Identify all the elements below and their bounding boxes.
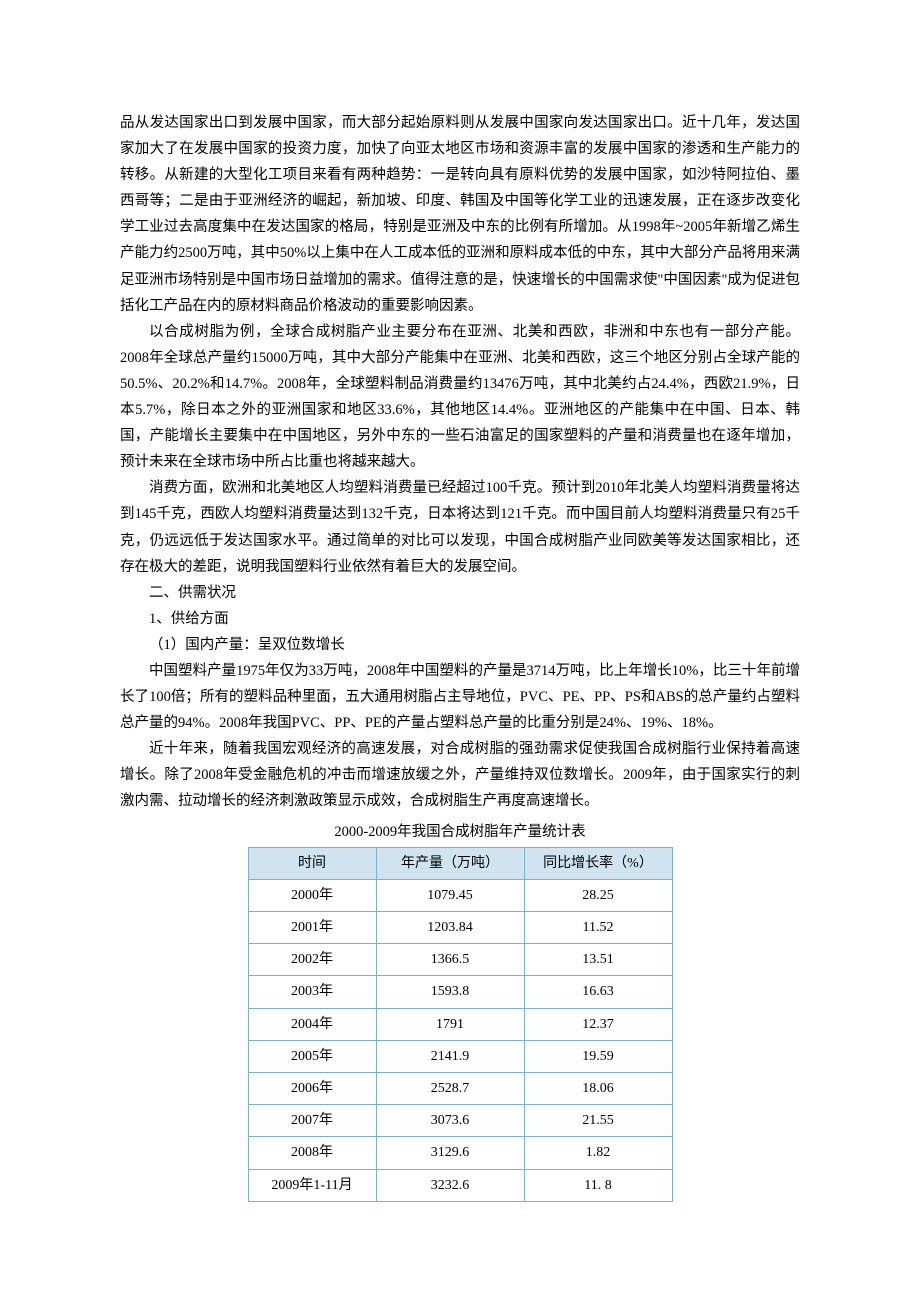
table-cell: 12.37	[524, 1008, 672, 1040]
table-row: 2004年179112.37	[248, 1008, 672, 1040]
table-header-cell: 时间	[248, 847, 376, 879]
table-cell: 1203.84	[376, 912, 524, 944]
table-cell: 3073.6	[376, 1105, 524, 1137]
table-cell: 2002年	[248, 944, 376, 976]
body-paragraph: 近十年来，随着我国宏观经济的高速发展，对合成树脂的强劲需求促使我国合成树脂行业保…	[120, 736, 800, 814]
table-cell: 19.59	[524, 1040, 672, 1072]
table-cell: 2008年	[248, 1137, 376, 1169]
table-row: 2002年1366.513.51	[248, 944, 672, 976]
table-cell: 18.06	[524, 1072, 672, 1104]
table-row: 2005年2141.919.59	[248, 1040, 672, 1072]
table-cell: 2003年	[248, 976, 376, 1008]
body-paragraph: 品从发达国家出口到发展中国家，而大部分起始原料则从发展中国家向发达国家出口。近十…	[120, 110, 800, 319]
table-cell: 2004年	[248, 1008, 376, 1040]
table-cell: 28.25	[524, 879, 672, 911]
table-cell: 1.82	[524, 1137, 672, 1169]
section-heading-3: 1、供给方面	[120, 606, 800, 632]
body-paragraph: 消费方面，欧洲和北美地区人均塑料消费量已经超过100千克。预计到2010年北美人…	[120, 475, 800, 579]
table-cell: 2007年	[248, 1105, 376, 1137]
table-cell: 3129.6	[376, 1137, 524, 1169]
document-page: 品从发达国家出口到发展中国家，而大部分起始原料则从发展中国家向发达国家出口。近十…	[0, 0, 920, 1302]
table-cell: 2000年	[248, 879, 376, 911]
table-row: 2009年1-11月3232.611. 8	[248, 1169, 672, 1201]
table-cell: 1791	[376, 1008, 524, 1040]
table-cell: 1593.8	[376, 976, 524, 1008]
body-paragraph: 中国塑料产量1975年仅为33万吨，2008年中国塑料的产量是3714万吨，比上…	[120, 658, 800, 736]
table-cell: 1079.45	[376, 879, 524, 911]
table-header-cell: 年产量（万吨）	[376, 847, 524, 879]
table-title: 2000-2009年我国合成树脂年产量统计表	[120, 819, 800, 845]
table-cell: 16.63	[524, 976, 672, 1008]
body-paragraph: 以合成树脂为例，全球合成树脂产业主要分布在亚洲、北美和西欧，非洲和中东也有一部分…	[120, 319, 800, 476]
table-cell: 13.51	[524, 944, 672, 976]
section-heading-4: （1）国内产量：呈双位数增长	[120, 632, 800, 658]
table-header-cell: 同比增长率（%）	[524, 847, 672, 879]
section-heading-2: 二、供需状况	[120, 580, 800, 606]
table-cell: 2005年	[248, 1040, 376, 1072]
table-row: 2006年2528.718.06	[248, 1072, 672, 1104]
table-cell: 2141.9	[376, 1040, 524, 1072]
table-header-row: 时间 年产量（万吨） 同比增长率（%）	[248, 847, 672, 879]
table-cell: 11.52	[524, 912, 672, 944]
table-row: 2000年1079.4528.25	[248, 879, 672, 911]
table-row: 2003年1593.816.63	[248, 976, 672, 1008]
table-row: 2008年3129.61.82	[248, 1137, 672, 1169]
resin-output-table: 时间 年产量（万吨） 同比增长率（%） 2000年1079.4528.25200…	[248, 847, 673, 1202]
table-row: 2001年1203.8411.52	[248, 912, 672, 944]
table-cell: 2528.7	[376, 1072, 524, 1104]
table-cell: 21.55	[524, 1105, 672, 1137]
table-cell: 2009年1-11月	[248, 1169, 376, 1201]
table-cell: 2006年	[248, 1072, 376, 1104]
table-cell: 1366.5	[376, 944, 524, 976]
table-row: 2007年3073.621.55	[248, 1105, 672, 1137]
table-cell: 3232.6	[376, 1169, 524, 1201]
table-cell: 2001年	[248, 912, 376, 944]
table-cell: 11. 8	[524, 1169, 672, 1201]
